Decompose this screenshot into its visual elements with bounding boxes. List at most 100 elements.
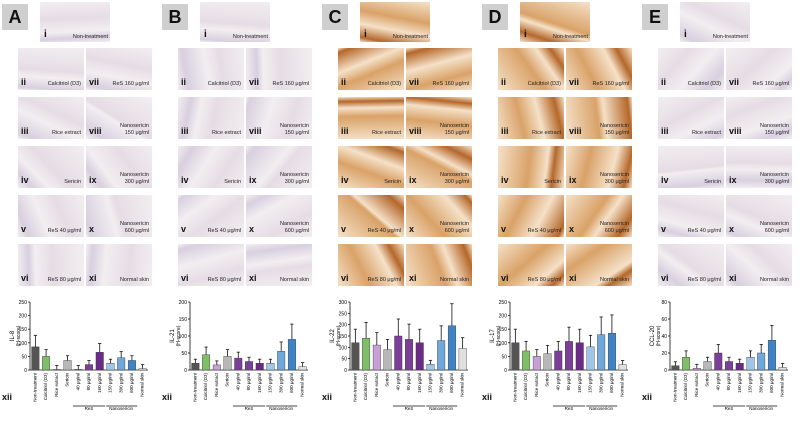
bar [139,369,147,370]
y-tick-label: 0 [664,368,667,374]
micrograph-caption: ReS 40 μg/ml [48,228,81,234]
bar [512,343,520,370]
bar [416,343,424,370]
x-tick-label: Sericin [385,373,390,387]
y-tick-label: 50 [501,354,507,360]
micrograph-caption: Nanosericin 300 μg/ml [280,172,309,185]
group-label: ReS [85,406,94,411]
x-tick-label: 300 μg/ml [118,373,123,393]
micrograph-caption: Nanosericin 300 μg/ml [120,172,149,185]
micrograph-label: xi [729,273,737,283]
micrograph-label: ix [729,175,737,185]
bar [64,360,72,370]
micrograph-label: x [89,224,94,234]
figure-panel: Ci Non-treatment ii Calcitriol (D3) vii ReS 1… [320,0,472,426]
micrograph-vii: vii ReS 160 μg/ml [406,48,472,90]
micrograph-caption: ReS 40 μg/ml [688,228,721,234]
micrograph-label: xi [89,273,97,283]
micrograph-label: i [204,29,207,40]
y-tick-label: 20 [661,351,667,357]
micrograph-caption: Normal skin [760,277,789,283]
micrograph-caption: Normal skin [600,277,629,283]
micrograph-label: iii [21,126,29,136]
micrograph-vii: vii ReS 160 μg/ml [86,48,152,90]
bar [725,362,733,371]
micrograph-iv: iv Sericin [658,146,724,188]
bar [459,348,467,370]
micrograph-label: vii [569,77,579,87]
bar [565,341,573,370]
bar [437,341,445,370]
micrograph-ii: ii Calcitriol (D3) [498,48,564,90]
micrograph-viii: viii Nanosericin 150 μg/ml [726,97,792,139]
micrograph-caption: ReS 40 μg/ml [368,228,401,234]
micrograph-caption: Sericin [384,179,401,185]
micrograph-label: xi [249,273,257,283]
micrograph-viii: viii Nanosericin 150 μg/ml [86,97,152,139]
bar [192,363,200,370]
figure-panel: Di Non-treatment ii Calcitriol (D3) vii ReS 1… [480,0,632,426]
bar [202,355,210,370]
x-tick-label: 40 μg/ml [555,373,560,390]
micrograph-label: vii [249,77,259,87]
x-tick-label: Non-treatment [192,372,197,402]
micrograph-label: iii [341,126,349,136]
group-label: Nanosericin [429,406,453,411]
bar [448,326,456,370]
bar-chart: 0 20 40 60 80 CCL-20 (H-score) Non-treatment Cal… [646,296,792,426]
micrograph-xi: xi Normal skin [726,244,792,286]
y-axis-label: (H-score) [656,325,662,346]
x-tick-label: 600 μg/ml [769,373,774,393]
micrograph-ix: ix Nanosericin 300 μg/ml [246,146,312,188]
bar [395,336,403,370]
bar [213,365,221,370]
x-tick-label: Calcitriol (D3) [683,373,688,401]
x-tick-label: 80 μg/ml [246,373,251,390]
micrograph-label: ii [501,77,506,87]
micrograph-iv: iv Sericin [338,146,404,188]
micrograph-caption: Calcitriol (D3) [208,81,241,87]
x-tick-label: 40 μg/ml [715,373,720,390]
micrograph-label: ii [341,77,346,87]
micrograph-x: x Nanosericin 600 μg/ml [726,195,792,237]
micrograph-iii: iii Rice extract [18,97,84,139]
y-axis-label: (H-score) [176,325,182,346]
y-axis-label: (H-score) [336,325,342,346]
x-tick-label: 80 μg/ml [86,373,91,390]
bar [682,357,690,370]
panel-letter: A [2,4,28,30]
bar [53,369,61,370]
figure-panel: Ei Non-treatment ii Calcitriol (D3) vii ReS 1… [640,0,792,426]
micrograph-label: vi [341,273,349,283]
micrograph-ix: ix Nanosericin 300 μg/ml [406,146,472,188]
bar [736,363,744,370]
micrograph-ix: ix Nanosericin 300 μg/ml [86,146,152,188]
micrograph-xi: xi Normal skin [86,244,152,286]
micrograph-label: i [524,29,527,40]
micrograph-label: i [684,29,687,40]
micrograph-caption: Normal skin [120,277,149,283]
micrograph-label: v [661,224,666,234]
bar [405,339,413,370]
micrograph-caption: Rice extract [212,130,241,136]
bar [267,363,275,370]
micrograph-label: vi [21,273,29,283]
y-tick-label: 250 [339,311,348,317]
group-label: ReS [245,406,254,411]
x-tick-label: 40 μg/ml [395,373,400,390]
micrograph-label: viii [729,126,742,136]
panel-letter: D [482,4,508,30]
micrograph-iii: iii Rice extract [178,97,244,139]
micrograph-v: v ReS 40 μg/ml [178,195,244,237]
micrograph-label: viii [89,126,102,136]
bar-chart: 0 50 100 150 200 250 IL-17 (H-score) Non-treatme… [486,296,632,426]
micrograph-caption: ReS 80 μg/ml [368,277,401,283]
micrograph-label: v [181,224,186,234]
micrograph-label: vii [729,77,739,87]
bar [32,347,40,370]
micrograph-label: viii [569,126,582,136]
micrograph-label: xi [409,273,417,283]
micrograph-caption: Sericin [704,179,721,185]
bar [555,351,563,370]
